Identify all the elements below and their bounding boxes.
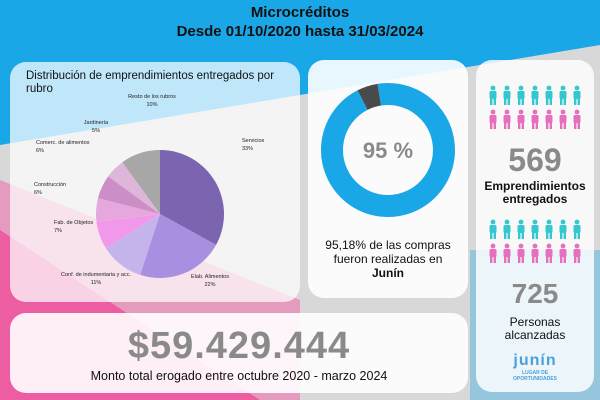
pie-value-label: 7% (54, 228, 62, 234)
person-icon (573, 219, 581, 239)
person-icon (559, 219, 567, 239)
pie-label-conf-de-indumentaria-y-acc: Conf. de indumentaria y acc. (61, 272, 131, 278)
person-icon (531, 219, 539, 239)
donut-caption-line-3: Junín (372, 266, 404, 280)
junin-logo: junín LUGAR DE OPORTUNIDADES (476, 352, 594, 382)
pie-slice-comerc-de-alimentos (98, 176, 160, 214)
pie-slice-jardineria (108, 162, 160, 214)
person-icon (503, 109, 511, 129)
person-icon (503, 219, 511, 239)
pie-slice-conf-de-indumentaria-y-acc (105, 214, 160, 275)
person-icon (489, 109, 497, 129)
pie-chart-title: Distribución de emprendimientos entregad… (26, 70, 275, 95)
total-label: Monto total erogado entre octubre 2020 -… (90, 369, 388, 383)
pie-chart-card: Distribución de emprendimientos entregad… (10, 62, 300, 302)
pie-slice-resto-de-los-rubros (122, 150, 160, 214)
donut-center-label: 95 % (363, 138, 413, 163)
person-icon (503, 85, 511, 105)
pie-slice-elab-alimentos (140, 214, 217, 279)
person-icon (573, 85, 581, 105)
entrepreneurships-value: 569 (508, 142, 562, 178)
pie-value-label: 10% (146, 102, 157, 108)
entrepreneurships-label-line-2: entregados (502, 192, 568, 206)
entrepreneurships-label-line-1: Emprendimientos (484, 179, 586, 193)
page-subtitle: Desde 01/10/2020 hasta 31/03/2024 (176, 23, 424, 40)
person-icon (531, 243, 539, 263)
logo-main-text: junín (513, 352, 557, 369)
people-value: 725 (511, 278, 559, 309)
page-title: Microcréditos (250, 4, 350, 21)
donut-caption-line-2: fueron realizadas en (333, 252, 443, 266)
person-icon (559, 243, 567, 263)
people-icons-group (489, 85, 581, 129)
donut-segment-main (321, 83, 455, 217)
pie-slice-servicios (160, 150, 224, 245)
people-label-line-1: Personas (509, 315, 561, 329)
people-icons-group (489, 219, 581, 263)
person-icon (559, 85, 567, 105)
person-icon (517, 243, 525, 263)
person-icon (517, 219, 525, 239)
logo-sub-text-1: LUGAR DE (521, 370, 549, 376)
person-icon (545, 219, 553, 239)
person-icon (489, 243, 497, 263)
total-amount: $59.429.444 (127, 325, 351, 367)
person-icon (503, 243, 511, 263)
entrepreneurships-label: Emprendimientos entregados (476, 180, 594, 206)
person-icon (559, 109, 567, 129)
person-icon (573, 243, 581, 263)
people-label: Personas alcanzadas (476, 316, 594, 342)
person-icon (545, 85, 553, 105)
logo-sub-text-2: OPORTUNIDADES (513, 376, 557, 382)
people-label-line-2: alcanzadas (504, 328, 566, 342)
person-icon (489, 85, 497, 105)
person-icon (489, 219, 497, 239)
donut-chart: 95 % (321, 83, 455, 217)
pie-value-label: 11% (91, 280, 102, 286)
donut-caption-line-1: 95,18% de las compras (325, 238, 451, 252)
pie-label-elab-alimentos: Elab. Alimentos (191, 274, 229, 280)
person-icon (545, 109, 553, 129)
pie-value-label: 5% (92, 128, 100, 134)
pie-value-label: 33% (242, 146, 253, 152)
pie-label-servicios: Servicios (242, 138, 265, 144)
pie-value-label: 6% (34, 190, 42, 196)
donut-caption: 95,18% de las compras fueron realizadas … (308, 238, 468, 280)
stats-card: 569 Emprendimientos entregados 725 Perso… (476, 60, 594, 392)
pie-value-label: 6% (36, 148, 44, 154)
pie-value-label: 22% (204, 282, 215, 288)
pie-chart: Servicios 33% Elab. Alimentos 22% Conf. de i… (34, 94, 265, 288)
person-icon (573, 109, 581, 129)
pie-slice-fab-de-objetos (96, 214, 160, 249)
person-icon (545, 243, 553, 263)
pie-slice-construccion (95, 198, 160, 223)
person-icon (517, 109, 525, 129)
pie-label-jardineria: Jardinería (84, 120, 109, 126)
total-card: $59.429.444 Monto total erogado entre oc… (10, 313, 468, 393)
pie-label-comerc-de-alimentos: Comerc. de alimentos (36, 140, 90, 146)
person-icon (517, 85, 525, 105)
person-icon (531, 109, 539, 129)
donut-segment-rest (357, 83, 382, 111)
pie-label-fab-de-objetos: Fab. de Objetos (54, 220, 93, 226)
donut-card: 95 % 95,18% de las compras fueron realiz… (308, 60, 468, 298)
pie-label-construccion: Construcción (34, 182, 66, 188)
person-icon (531, 85, 539, 105)
pie-label-resto-de-los-rubros: Resto de los rubros (128, 94, 176, 100)
